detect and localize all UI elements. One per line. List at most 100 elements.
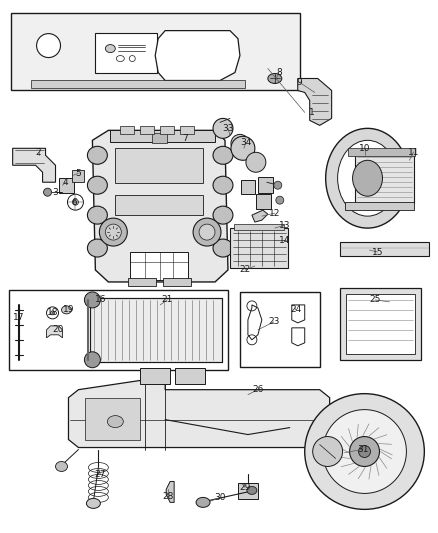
Ellipse shape [199, 224, 215, 240]
Ellipse shape [247, 487, 257, 495]
Text: 19: 19 [63, 305, 74, 314]
Polygon shape [252, 210, 268, 222]
Polygon shape [345, 202, 414, 210]
Text: 3: 3 [53, 188, 58, 197]
Ellipse shape [88, 176, 107, 194]
Bar [130, 252, 188, 280]
Bar [152, 133, 167, 143]
Polygon shape [155, 30, 240, 80]
Text: 28: 28 [162, 492, 174, 501]
Ellipse shape [323, 410, 406, 494]
Ellipse shape [338, 140, 397, 216]
Ellipse shape [86, 498, 100, 508]
Ellipse shape [353, 160, 382, 196]
Bar [9, 290, 228, 370]
Text: 30: 30 [214, 493, 226, 502]
Ellipse shape [43, 188, 52, 196]
Polygon shape [92, 131, 228, 282]
Polygon shape [166, 481, 174, 503]
Ellipse shape [326, 128, 410, 228]
Text: 2: 2 [36, 148, 41, 157]
Bar [115, 195, 203, 215]
Ellipse shape [72, 199, 78, 205]
Ellipse shape [213, 206, 233, 224]
Bar [90, 298, 222, 362]
Bar [72, 170, 85, 182]
Text: 13: 13 [279, 221, 290, 230]
Text: 34: 34 [240, 138, 251, 147]
Text: 25: 25 [370, 295, 381, 304]
Text: 27: 27 [95, 470, 106, 479]
Ellipse shape [61, 306, 71, 314]
Ellipse shape [88, 147, 107, 164]
Ellipse shape [196, 497, 210, 507]
Bar [160, 126, 174, 134]
Ellipse shape [88, 239, 107, 257]
Ellipse shape [213, 118, 233, 139]
Text: 22: 22 [239, 265, 251, 274]
Polygon shape [298, 78, 332, 125]
Ellipse shape [350, 437, 379, 466]
Bar [120, 126, 134, 134]
Bar [175, 368, 205, 384]
Bar [230, 228, 288, 268]
Ellipse shape [213, 239, 233, 257]
Text: 17: 17 [13, 313, 25, 322]
Ellipse shape [50, 311, 54, 315]
Bar [241, 180, 255, 194]
Bar [355, 154, 414, 203]
Text: 6: 6 [71, 198, 78, 207]
Polygon shape [13, 148, 56, 182]
Text: 20: 20 [53, 325, 64, 334]
Polygon shape [68, 375, 330, 448]
Bar [339, 242, 429, 256]
Ellipse shape [359, 446, 371, 457]
Text: 14: 14 [279, 236, 290, 245]
Bar [348, 148, 415, 156]
Bar [115, 148, 203, 183]
Ellipse shape [56, 462, 67, 472]
Bar [140, 126, 154, 134]
Ellipse shape [313, 437, 343, 466]
Ellipse shape [246, 152, 266, 172]
Bar [31, 80, 245, 88]
Bar [339, 288, 421, 360]
Ellipse shape [276, 196, 284, 204]
Ellipse shape [213, 176, 233, 194]
Ellipse shape [99, 218, 127, 246]
Text: 15: 15 [372, 247, 383, 256]
Bar [95, 33, 157, 72]
Bar [238, 483, 258, 499]
Text: 10: 10 [359, 144, 370, 153]
Ellipse shape [231, 136, 255, 160]
Ellipse shape [85, 292, 100, 308]
Bar [59, 178, 74, 193]
Text: 31: 31 [357, 445, 368, 454]
Ellipse shape [231, 134, 249, 152]
Ellipse shape [107, 416, 124, 427]
Text: 23: 23 [268, 317, 279, 326]
Bar [240, 292, 320, 367]
Ellipse shape [88, 206, 107, 224]
Text: 5: 5 [76, 169, 81, 177]
Text: 16: 16 [95, 295, 106, 304]
Text: 26: 26 [252, 385, 264, 394]
Bar [163, 278, 191, 286]
Text: 8: 8 [276, 68, 282, 77]
Ellipse shape [274, 181, 282, 189]
Bar [258, 177, 273, 193]
Polygon shape [46, 326, 63, 338]
Ellipse shape [305, 394, 424, 510]
Text: 11: 11 [408, 148, 419, 157]
Text: 7: 7 [182, 134, 188, 143]
Bar [140, 368, 170, 384]
Bar [256, 194, 271, 209]
Bar [128, 278, 156, 286]
Text: 9: 9 [297, 78, 303, 87]
Text: 1: 1 [309, 108, 314, 117]
Bar [234, 224, 284, 230]
Text: 33: 33 [222, 124, 234, 133]
Ellipse shape [213, 147, 233, 164]
Ellipse shape [268, 74, 282, 84]
Ellipse shape [106, 45, 115, 53]
